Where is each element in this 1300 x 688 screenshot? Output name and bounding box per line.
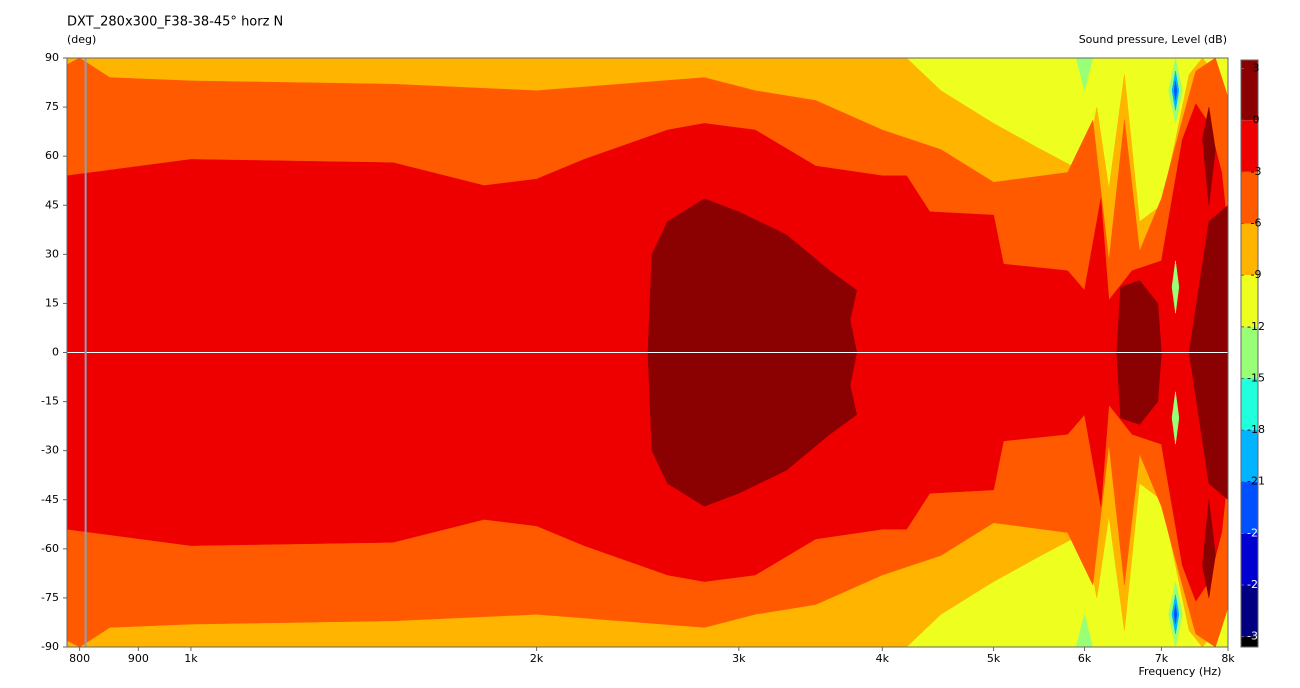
colorbar-tick-label: -27 xyxy=(1247,578,1265,591)
contour-region xyxy=(1171,391,1180,445)
colorbar-tick-label: -18 xyxy=(1247,423,1265,436)
colorbar-band xyxy=(1241,430,1258,482)
colorbar-tick-label: -12 xyxy=(1247,320,1265,333)
x-axis-label: Frequency (Hz) xyxy=(1139,665,1222,678)
y-tick-label: 75 xyxy=(45,100,59,113)
chart-title: DXT_280x300_F38-38-45° horz N xyxy=(67,15,283,30)
x-tick-label: 2k xyxy=(530,652,544,665)
y-tick-label: 30 xyxy=(45,247,59,260)
colorbar-tick-label: -6 xyxy=(1251,217,1262,230)
x-tick-label: 5k xyxy=(987,652,1001,665)
colorbar-band xyxy=(1241,120,1258,172)
colorbar-tick-label: -30 xyxy=(1247,630,1265,643)
x-tick-label: 3k xyxy=(732,652,746,665)
contour-region xyxy=(1202,107,1216,206)
y-tick-label: 45 xyxy=(45,198,59,211)
y-tick-label: 15 xyxy=(45,296,59,309)
y-tick-label: 0 xyxy=(52,346,59,359)
colorbar-tick-label: -15 xyxy=(1247,371,1265,384)
colorbar-band xyxy=(1241,481,1258,534)
contour-region xyxy=(1173,80,1178,101)
colorbar-tick-label: 0 xyxy=(1253,113,1260,126)
colorbar-tick-label: 3 xyxy=(1253,62,1260,75)
x-tick-label: 800 xyxy=(69,652,90,665)
colorbar-tick-label: -3 xyxy=(1251,165,1262,178)
y-tick-label: -15 xyxy=(41,395,59,408)
x-tick-label: 8k xyxy=(1221,652,1235,665)
colorbar-label: Sound pressure, Level (dB) xyxy=(1079,33,1227,46)
x-tick-label: 7k xyxy=(1155,652,1169,665)
contour-region xyxy=(1173,604,1178,625)
colorbar-frame xyxy=(1240,59,1259,648)
colorbar-band xyxy=(1241,585,1258,637)
colorbar-band xyxy=(1241,171,1258,224)
colorbar-band xyxy=(1241,326,1258,379)
y-tick-label: -45 xyxy=(41,493,59,506)
y-tick-label: 60 xyxy=(45,149,59,162)
x-tick-label: 1k xyxy=(184,652,198,665)
y-axis-label: (deg) xyxy=(67,33,96,46)
colorbar-band xyxy=(1241,636,1258,647)
colorbar-band xyxy=(1241,378,1258,431)
y-tick-label: -90 xyxy=(41,640,59,653)
x-tick-label: 900 xyxy=(128,652,149,665)
colorbar-band xyxy=(1241,275,1258,327)
colorbar-tick-label: -9 xyxy=(1251,268,1262,281)
colorbar-tick-label: -24 xyxy=(1247,526,1265,539)
x-tick-label: 4k xyxy=(876,652,890,665)
colorbar-tick-label: -21 xyxy=(1247,475,1265,488)
y-tick-label: -30 xyxy=(41,444,59,457)
colorbar-band xyxy=(1241,223,1258,276)
colorbar-band xyxy=(1241,60,1258,121)
colorbar-band xyxy=(1241,533,1258,586)
y-tick-label: -75 xyxy=(41,591,59,604)
contour-region xyxy=(1202,499,1216,598)
y-tick-label: -60 xyxy=(41,542,59,555)
y-tick-label: 90 xyxy=(45,51,59,64)
contour-region xyxy=(1171,260,1180,314)
x-tick-label: 6k xyxy=(1078,652,1092,665)
